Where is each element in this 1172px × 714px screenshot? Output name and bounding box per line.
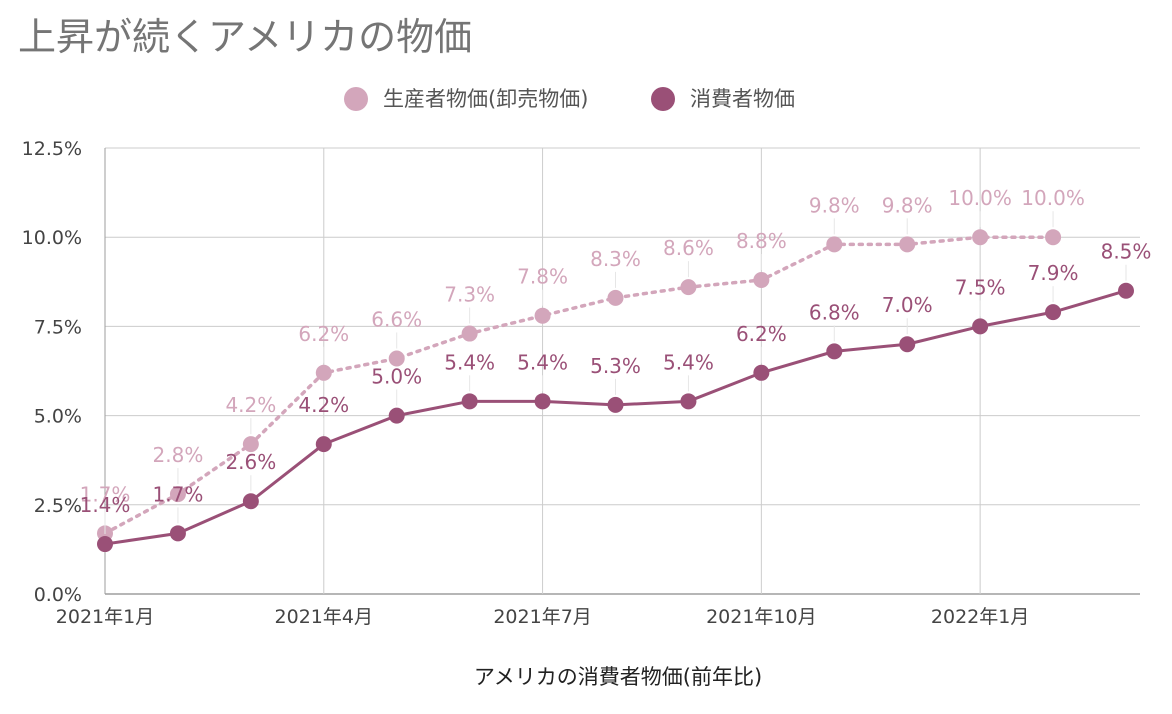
data-label: 9.8% bbox=[882, 193, 933, 217]
data-point bbox=[753, 272, 770, 289]
legend-label: 生産者物価(卸売物価) bbox=[383, 87, 588, 111]
data-label: 8.8% bbox=[736, 229, 787, 253]
data-point bbox=[388, 407, 405, 424]
data-label: 5.4% bbox=[663, 350, 714, 374]
data-point bbox=[753, 364, 770, 381]
data-point bbox=[97, 536, 113, 553]
y-axis-ticks: 0.0% 2.5% 5.0% 7.5% 10.0% 12.5% bbox=[22, 138, 82, 606]
x-axis-ticks: 2021年1月 2021年4月 2021年7月 2021年10月 2022年1月 bbox=[56, 606, 1030, 628]
data-label: 7.0% bbox=[882, 293, 933, 317]
plot-area: 1.7% 2.8% 4.2% 6.2% 6.6% 7.3% 7.8% 8.3% 8.6% 8.8%… bbox=[80, 186, 1152, 553]
data-point bbox=[1045, 229, 1062, 246]
y-tick-label: 0.0% bbox=[34, 584, 82, 606]
data-label: 7.8% bbox=[517, 265, 568, 289]
data-point bbox=[899, 236, 916, 253]
data-point bbox=[534, 393, 551, 410]
legend-marker bbox=[651, 87, 675, 111]
data-point bbox=[680, 279, 697, 296]
data-label: 5.4% bbox=[444, 350, 495, 374]
data-label: 5.3% bbox=[590, 354, 641, 378]
data-point bbox=[315, 436, 332, 453]
x-tick-label: 2021年7月 bbox=[493, 606, 591, 628]
data-label: 6.6% bbox=[371, 308, 422, 332]
data-point bbox=[1045, 304, 1062, 321]
x-axis-title: アメリカの消費者物価(前年比) bbox=[474, 665, 762, 689]
y-tick-label: 7.5% bbox=[34, 316, 82, 338]
data-label: 10.0% bbox=[948, 186, 1012, 210]
data-label: 4.2% bbox=[298, 393, 349, 417]
x-tick-label: 2021年4月 bbox=[275, 606, 373, 628]
data-point bbox=[534, 307, 551, 324]
data-label: 10.0% bbox=[1021, 186, 1085, 210]
legend: 生産者物価(卸売物価) 消費者物価 bbox=[344, 87, 795, 111]
data-point bbox=[607, 396, 624, 413]
data-point bbox=[169, 486, 186, 503]
data-point bbox=[826, 343, 843, 360]
data-label: 7.3% bbox=[444, 283, 495, 307]
y-tick-label: 12.5% bbox=[22, 138, 82, 160]
data-label: 1.7% bbox=[153, 482, 204, 506]
data-label: 7.9% bbox=[1028, 261, 1079, 285]
data-label: 6.8% bbox=[809, 300, 860, 324]
data-label: 2.8% bbox=[153, 443, 204, 467]
data-label: 6.2% bbox=[298, 322, 349, 346]
data-point bbox=[315, 364, 332, 381]
data-label: 6.2% bbox=[736, 322, 787, 346]
data-label: 8.5% bbox=[1101, 240, 1152, 264]
data-point bbox=[461, 325, 478, 342]
data-point bbox=[242, 436, 259, 453]
data-point bbox=[972, 318, 989, 335]
data-point bbox=[826, 236, 843, 253]
data-label: 5.4% bbox=[517, 350, 568, 374]
data-label: 7.5% bbox=[955, 275, 1006, 299]
data-label: 1.4% bbox=[80, 493, 131, 517]
data-point bbox=[388, 350, 405, 367]
legend-label: 消費者物価 bbox=[690, 87, 795, 111]
data-label: 2.6% bbox=[225, 450, 276, 474]
data-label: 8.3% bbox=[590, 247, 641, 271]
y-tick-label: 10.0% bbox=[22, 227, 82, 249]
data-point bbox=[899, 336, 916, 353]
data-label: 5.0% bbox=[371, 365, 422, 389]
data-point bbox=[461, 393, 478, 410]
data-point bbox=[242, 493, 259, 510]
x-tick-label: 2021年1月 bbox=[56, 606, 154, 628]
data-label: 1.7% bbox=[80, 482, 131, 506]
legend-marker bbox=[344, 87, 368, 111]
y-tick-label: 5.0% bbox=[34, 406, 82, 428]
y-tick-label: 2.5% bbox=[34, 495, 82, 517]
data-label: 8.6% bbox=[663, 236, 714, 260]
data-point bbox=[169, 525, 186, 542]
series-line bbox=[103, 235, 1055, 536]
chart-title: 上昇が続くアメリカの物価 bbox=[18, 15, 472, 59]
data-point bbox=[607, 289, 624, 306]
x-tick-label: 2022年1月 bbox=[931, 606, 1029, 628]
data-point bbox=[972, 229, 989, 246]
x-tick-label: 2021年10月 bbox=[706, 606, 817, 628]
data-point bbox=[680, 393, 697, 410]
data-point bbox=[1118, 282, 1134, 299]
data-label: 4.2% bbox=[225, 393, 276, 417]
data-label: 9.8% bbox=[809, 193, 860, 217]
